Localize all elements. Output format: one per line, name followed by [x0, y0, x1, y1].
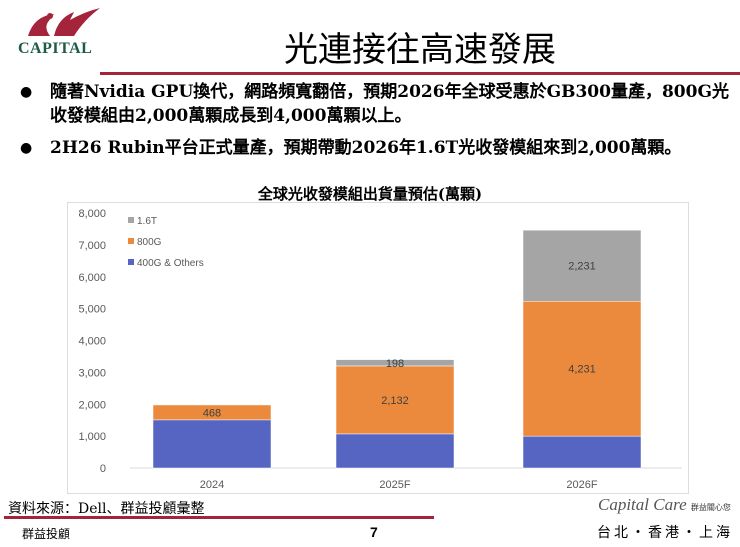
- office-cities: 台北・香港・上海: [597, 525, 733, 541]
- data-label: 198: [386, 358, 404, 370]
- y-tick-label: 7,000: [78, 240, 106, 252]
- page-title: 光連接往高速發展: [284, 30, 556, 70]
- bar-segment: [152, 419, 272, 469]
- bar-segment: [522, 435, 642, 469]
- bar-segment: [522, 301, 642, 437]
- legend-label: 1.6T: [137, 216, 157, 227]
- bar-segment: [152, 404, 272, 421]
- title-divider: [100, 72, 740, 75]
- bar-segment: [335, 365, 455, 435]
- source-note: 資料來源：Dell、群益投顧彙整: [8, 501, 205, 517]
- chart-title: 全球光收發模組出貨量預估(萬顆): [257, 185, 483, 203]
- y-tick-label: 0: [100, 463, 106, 475]
- bullet-text: 隨著Nvidia GPU換代，網路頻寬翻倍，預期2026年全球受惠於GB300量…: [50, 82, 729, 126]
- bullet-item: ● 2H26 Rubin平台正式量產，預期帶動2026年1.6T光收發模組來到2,…: [20, 138, 682, 158]
- y-tick-label: 4,000: [78, 336, 106, 348]
- data-label: 2,132: [381, 395, 409, 407]
- chart-frame: [67, 202, 689, 494]
- x-tick-label: 2024: [200, 479, 224, 491]
- y-tick-label: 1,000: [78, 431, 106, 443]
- logo-text: CAPITAL: [18, 40, 93, 57]
- legend-swatch: [128, 238, 134, 244]
- data-label: 2,231: [568, 261, 596, 273]
- bullet-text: 2H26 Rubin平台正式量產，預期帶動2026年1.6T光收發模組來到2,0…: [50, 138, 682, 158]
- page-number: 7: [370, 524, 378, 540]
- company-name: 群益投顧: [22, 527, 71, 541]
- bar-segment: [335, 359, 455, 367]
- legend-swatch: [128, 259, 134, 265]
- legend-label: 400G & Others: [137, 258, 204, 269]
- data-label: 468: [203, 407, 221, 419]
- data-label: 4,231: [568, 364, 596, 376]
- y-tick-label: 5,000: [78, 304, 106, 316]
- capital-care-logo: Capital Care 群益關心您: [598, 495, 731, 514]
- x-tick-label: 2025F: [379, 479, 410, 491]
- y-tick-label: 8,000: [78, 208, 106, 220]
- bar-segment: [335, 433, 455, 469]
- footer-divider: [4, 516, 434, 519]
- bullet-list: ● 隨著Nvidia GPU換代，網路頻寬翻倍，預期2026年全球受惠於GB300…: [20, 80, 735, 168]
- x-tick-label: 2026F: [566, 479, 597, 491]
- legend-label: 800G: [137, 237, 162, 248]
- y-tick-label: 2,000: [78, 399, 106, 411]
- legend-swatch: [128, 217, 134, 223]
- bullet-item: ● 隨著Nvidia GPU換代，網路頻寬翻倍，預期2026年全球受惠於GB300…: [20, 80, 735, 128]
- y-tick-label: 3,000: [78, 367, 106, 379]
- bar-segment: [522, 229, 642, 302]
- y-tick-label: 6,000: [78, 272, 106, 284]
- capital-logo: [28, 8, 100, 36]
